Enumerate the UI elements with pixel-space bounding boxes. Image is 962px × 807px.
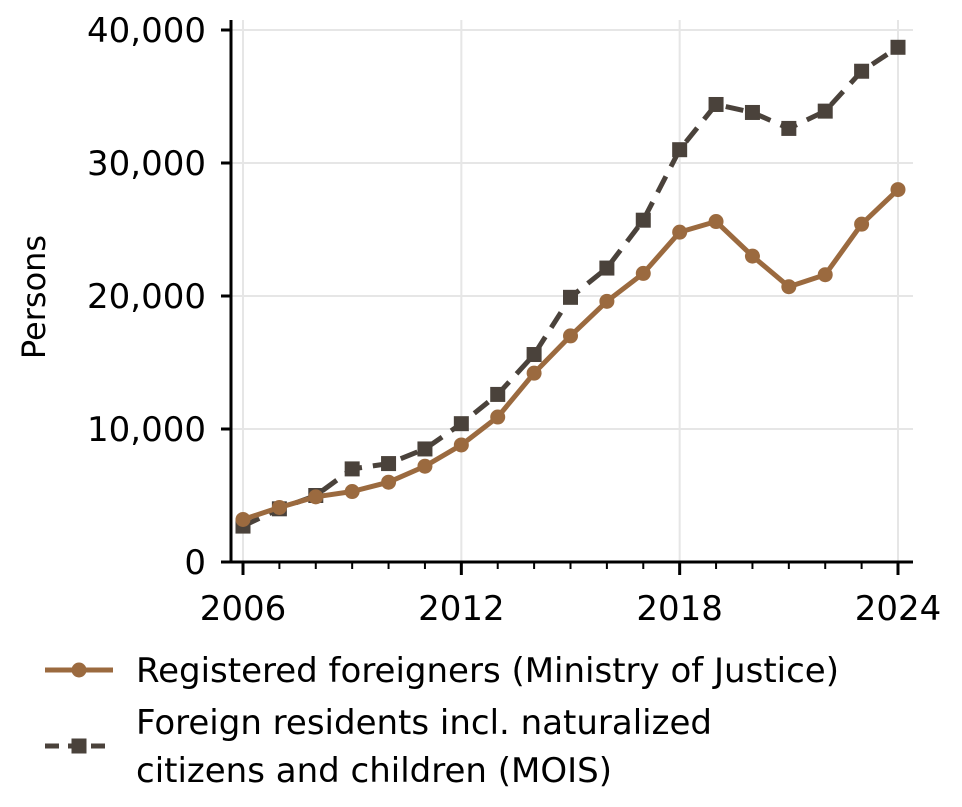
y-tick-label-2: 20,000: [87, 277, 206, 317]
series-2-point-2020: [744, 104, 760, 120]
series-1-point-2015: [563, 328, 578, 344]
series-1-point-2017: [635, 265, 651, 281]
series-1-point-2019: [708, 214, 724, 230]
series-2-point-2018: [672, 142, 688, 158]
series-1-point-2018: [672, 224, 688, 240]
series-1-point-2014: [526, 365, 542, 381]
series-2-line: [241, 45, 900, 529]
series-2-point-2023: [854, 63, 870, 79]
series-1-point-2013: [490, 409, 506, 425]
series-1-point-2021: [781, 279, 797, 295]
x-tick-label-1: 2012: [418, 589, 505, 629]
gridlines: [231, 20, 913, 562]
series-2-point-2014: [526, 347, 542, 363]
x-tick-label-3: 2024: [855, 589, 942, 629]
series-2-point-2009: [344, 461, 360, 477]
legend-entry-1: Registered foreigners (Ministry of Justi…: [45, 651, 839, 691]
y-axis-title: Persons: [15, 235, 53, 359]
series-2: [235, 39, 906, 534]
series-1: [235, 182, 906, 527]
series-2-point-2019: [708, 96, 724, 112]
series-2-point-2021: [781, 120, 797, 136]
y-tick-label-4: 40,000: [87, 11, 206, 51]
legend-label-2-line-1: Foreign residents incl. naturalized: [136, 703, 712, 743]
y-tick-label-0: 0: [184, 543, 206, 583]
series-1-point-2022: [817, 267, 833, 283]
legend-label-2-line-2: citizens and children (MOIS): [136, 751, 612, 791]
legend-swatch-marker-2: [71, 738, 87, 754]
legend-label-1-line-1: Registered foreigners (Ministry of Justi…: [136, 651, 839, 691]
series-1-point-2011: [417, 458, 433, 474]
x-tick-label-2: 2018: [636, 589, 723, 629]
x-tick-label-0: 2006: [200, 589, 287, 629]
axes: [229, 20, 913, 564]
y-tick-label-1: 10,000: [87, 410, 206, 450]
y-tick-label-3: 30,000: [87, 144, 206, 184]
legend: Registered foreigners (Ministry of Justi…: [45, 651, 839, 791]
series-1-point-2020: [744, 248, 760, 264]
legend-swatch-marker-1: [71, 662, 87, 678]
series-2-point-2013: [490, 386, 506, 402]
series-2-point-2017: [635, 212, 651, 228]
ticks: 0 10,000 20,000 30,000 40,000 2006 2012 2018 202…: [87, 11, 941, 629]
series-1-point-2007: [271, 499, 287, 515]
series-2-point-2022: [817, 103, 833, 119]
series-2-point-2015: [563, 289, 578, 305]
series-2-point-2011: [417, 441, 433, 457]
series-1-line: [240, 187, 901, 522]
series-2-point-2010: [381, 456, 397, 472]
series-2-point-2012: [453, 416, 469, 432]
series-2-point-2024: [890, 39, 906, 55]
series-2-point-2016: [599, 260, 615, 276]
series-1-point-2016: [599, 293, 615, 309]
series-1-point-2024: [890, 182, 906, 198]
series-1-point-2006: [235, 511, 251, 527]
series-1-point-2008: [308, 489, 324, 505]
series-layer: [235, 39, 906, 534]
series-1-point-2009: [344, 484, 360, 500]
series-1-point-2012: [453, 437, 469, 453]
legend-entry-2: Foreign residents incl. naturalized citiz…: [45, 703, 712, 791]
series-1-point-2010: [381, 474, 397, 490]
series-1-point-2023: [854, 216, 870, 232]
